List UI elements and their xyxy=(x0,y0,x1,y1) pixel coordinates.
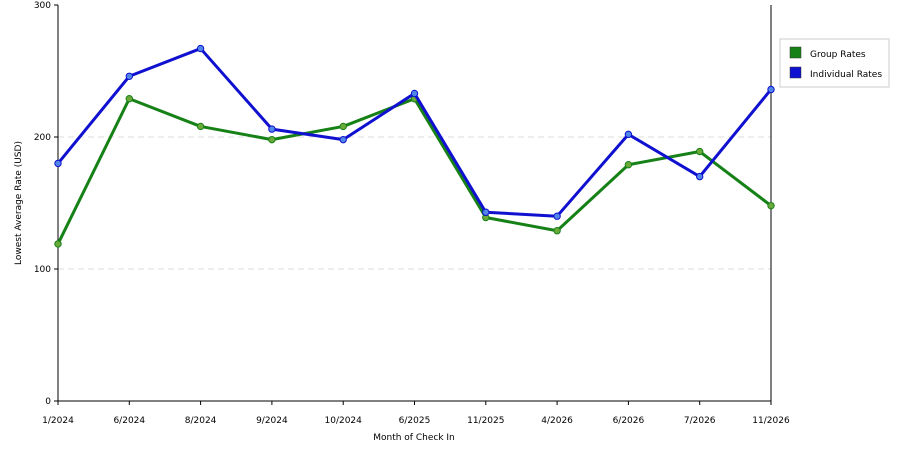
x-tick-label: 4/2026 xyxy=(541,416,573,426)
data-point xyxy=(624,130,633,139)
data-point xyxy=(624,161,633,169)
data-point xyxy=(125,95,134,103)
legend-swatch xyxy=(789,66,802,79)
x-tick-label: 8/2024 xyxy=(185,416,217,426)
data-point xyxy=(268,135,276,144)
data-point xyxy=(196,44,205,53)
legend: Group Rates Individual Rates xyxy=(779,38,890,88)
x-tick-label: 1/2024 xyxy=(42,416,74,426)
data-point xyxy=(696,147,704,156)
data-point xyxy=(268,125,276,133)
data-point xyxy=(767,85,775,94)
x-tick-label: 9/2024 xyxy=(256,416,288,426)
x-tick-label: 6/2024 xyxy=(113,416,145,426)
data-point xyxy=(54,240,62,248)
data-point xyxy=(696,172,704,181)
data-point xyxy=(767,201,775,210)
y-tick-label: 300 xyxy=(34,1,51,11)
x-tick-label: 10/2024 xyxy=(325,416,363,426)
y-tick-label: 0 xyxy=(45,397,51,407)
x-tick-label: 6/2025 xyxy=(399,416,431,426)
y-ticks: 0 100 200 300 xyxy=(34,1,58,407)
series-group xyxy=(54,44,775,248)
legend-label: Group Rates xyxy=(810,50,866,60)
data-point xyxy=(125,72,134,80)
x-ticks: 1/2024 6/2024 8/2024 9/2024 10/2024 6/2025 11/… xyxy=(42,401,790,426)
data-point xyxy=(553,227,561,235)
data-point xyxy=(339,122,347,131)
data-point xyxy=(482,208,490,216)
data-point xyxy=(553,212,561,220)
y-tick-label: 200 xyxy=(34,133,51,143)
legend-swatch xyxy=(789,46,802,59)
data-point xyxy=(196,122,205,131)
y-tick-label: 100 xyxy=(34,265,51,275)
series-line xyxy=(56,97,772,245)
series-line xyxy=(56,47,773,218)
axes xyxy=(57,5,772,402)
x-tick-label: 11/2026 xyxy=(752,416,790,426)
legend-label: Individual Rates xyxy=(810,70,882,80)
y-axis-title: Lowest Average Rate (USD) xyxy=(14,141,24,265)
data-point xyxy=(410,89,419,98)
data-point xyxy=(339,135,347,144)
x-tick-label: 11/2025 xyxy=(467,416,504,426)
grid-lines xyxy=(58,136,771,270)
x-tick-label: 6/2026 xyxy=(613,416,645,426)
data-point xyxy=(54,159,62,168)
x-tick-label: 7/2026 xyxy=(684,416,716,426)
x-axis-title: Month of Check In xyxy=(373,433,455,443)
